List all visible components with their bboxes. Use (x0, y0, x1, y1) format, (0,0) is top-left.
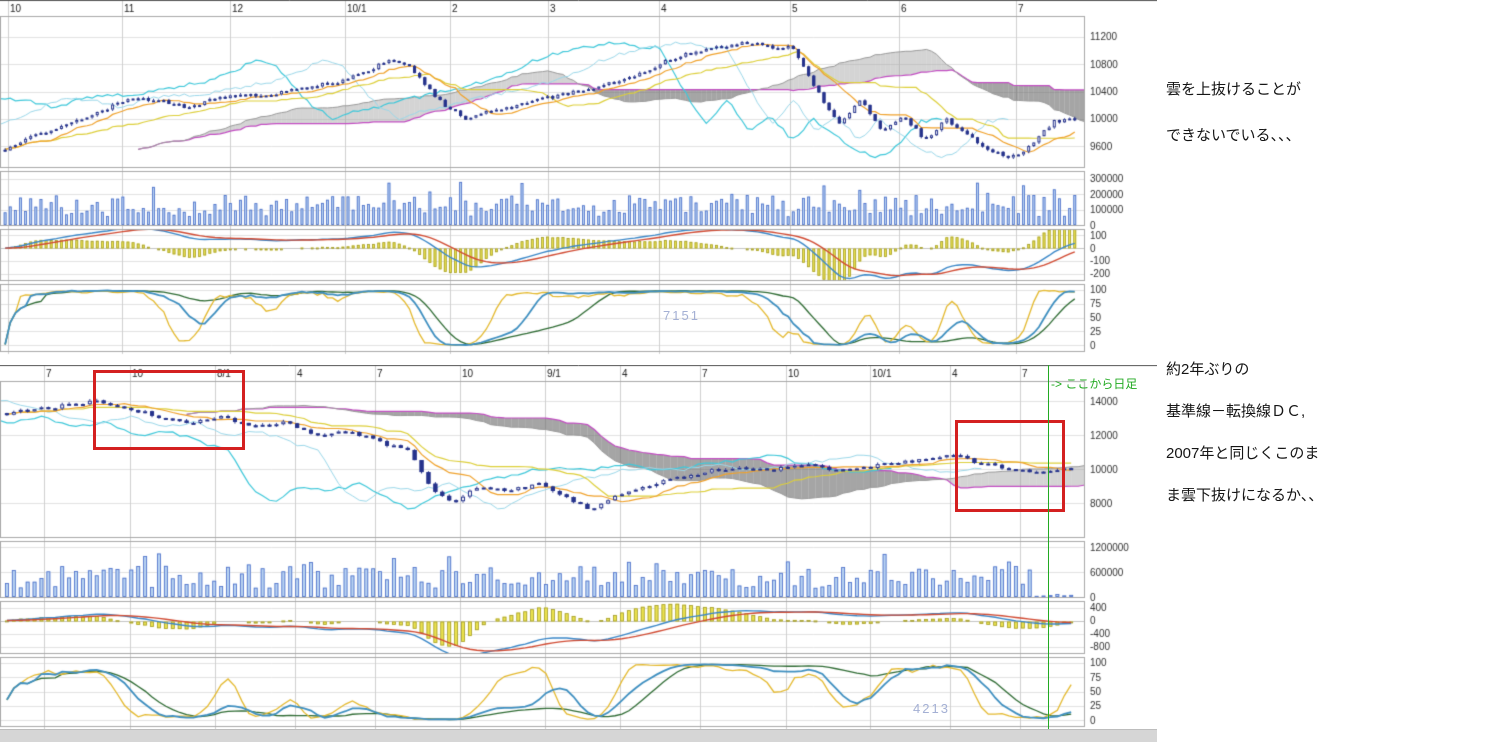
daily-start-label: -> ここから日足 (1051, 377, 1138, 391)
lower-chart-panel: 4213 -> ここから日足 (0, 365, 1157, 730)
lower-chart-canvas[interactable] (0, 365, 1157, 730)
horizontal-scrollbar[interactable] (0, 729, 1157, 742)
highlight-box (93, 370, 245, 450)
note-line: 約2年ぶりの (1166, 361, 1250, 378)
note-line: できないでいる、、、 (1166, 127, 1301, 144)
lower-annotation-note: 約2年ぶりの 基準線－転換線ＤＣ, 2007年と同じくこのま ま雲下抜けになるか… (1166, 358, 1323, 526)
note-line: 2007年と同じくこのま (1166, 445, 1320, 462)
upper-chart-panel: 7151 (0, 0, 1157, 355)
note-line: 基準線－転換線ＤＣ, (1166, 403, 1306, 420)
note-line: 雲を上抜けることが (1166, 81, 1302, 98)
upper-annotation-note: 雲を上抜けることが できないでいる、、、 (1166, 78, 1301, 170)
highlight-box (955, 420, 1065, 512)
upper-chart-canvas[interactable] (0, 0, 1157, 355)
daily-start-line (1048, 365, 1049, 730)
note-line: ま雲下抜けになるか、、 (1166, 487, 1324, 504)
